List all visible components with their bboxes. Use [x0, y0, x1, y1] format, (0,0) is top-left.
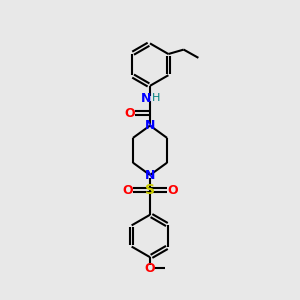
Text: H: H	[152, 94, 161, 103]
Text: S: S	[145, 183, 155, 197]
Text: O: O	[145, 262, 155, 275]
Text: O: O	[167, 184, 178, 197]
Text: N: N	[145, 169, 155, 182]
Text: N: N	[145, 119, 155, 132]
Text: O: O	[122, 184, 133, 197]
Text: O: O	[124, 107, 135, 120]
Text: N: N	[141, 92, 152, 105]
